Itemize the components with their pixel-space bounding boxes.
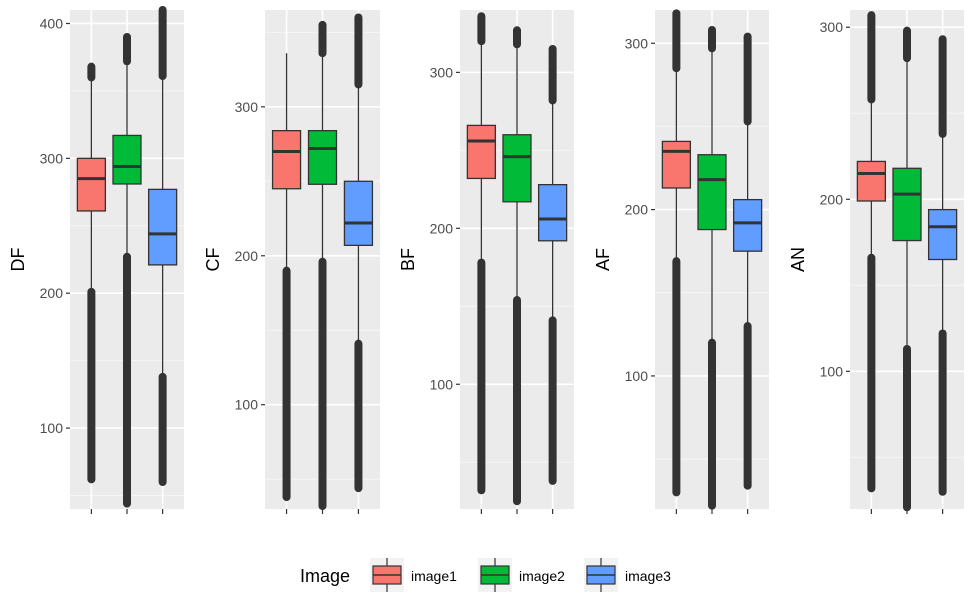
y-axis-label: AN [788,247,808,272]
box-body [343,180,374,246]
y-tick-label: 200 [235,248,259,264]
panel-an: 100 200 300 AN [788,10,964,514]
box-image3 [732,32,763,490]
box-image3 [343,13,374,493]
box-image2 [697,25,727,510]
y-axis-label: BF [398,248,418,271]
box-image2 [307,20,338,511]
legend-title: Image [300,566,350,586]
y-tick-label: 200 [820,191,844,207]
box-body [537,183,568,242]
y-tick-label: 200 [625,202,649,218]
legend-label: image1 [411,568,457,584]
box-body [466,124,497,180]
box-body [927,208,958,261]
box-image3 [537,44,568,485]
box-body [502,134,532,203]
panel-af: 100 200 300 AF [593,9,769,514]
box-image2 [502,26,532,506]
box-image1 [661,9,692,497]
box-body [732,198,763,252]
y-tick-label: 300 [820,19,844,35]
y-tick-label: 100 [40,420,64,436]
box-image1 [271,53,302,502]
box-body [271,130,302,190]
legend-item-image3: image3 [584,558,671,592]
box-body [661,140,692,189]
y-tick-label: 100 [430,376,454,392]
y-tick-label: 300 [625,35,649,51]
y-tick-label: 400 [40,15,64,31]
y-tick-label: 300 [430,64,454,80]
legend: Image image1 image2 image3 [300,558,671,592]
box-body [307,130,338,185]
box-image1 [76,62,107,484]
legend-label: image2 [519,568,565,584]
y-tick-label: 200 [430,220,454,236]
box-body [112,134,142,185]
box-body [856,160,887,202]
panel-bf: 100 200 300 BF [398,10,574,514]
box-body [147,188,178,266]
panel-cf: 100 200 300 CF [203,10,380,514]
legend-item-image2: image2 [478,558,565,592]
y-tick-label: 100 [625,368,649,384]
box-body [892,167,922,242]
legend-label: image3 [625,568,671,584]
box-image1 [466,12,497,495]
y-tick-label: 200 [40,285,64,301]
legend-item-image1: image1 [370,558,457,592]
y-tick-label: 100 [235,397,259,413]
y-axis-label: CF [203,248,223,272]
y-tick-label: 300 [235,99,259,115]
box-image2 [112,32,142,508]
y-axis-label: AF [593,248,613,271]
box-image1 [856,11,887,493]
box-image2 [892,26,922,512]
y-axis-label: DF [8,248,28,272]
panel-df: 100 200 300 400 DF [8,6,184,514]
y-tick-label: 100 [820,363,844,379]
box-body [76,157,107,212]
box-body [697,154,727,231]
box-image3 [147,6,178,487]
y-tick-label: 300 [40,150,64,166]
box-image3 [927,35,958,496]
